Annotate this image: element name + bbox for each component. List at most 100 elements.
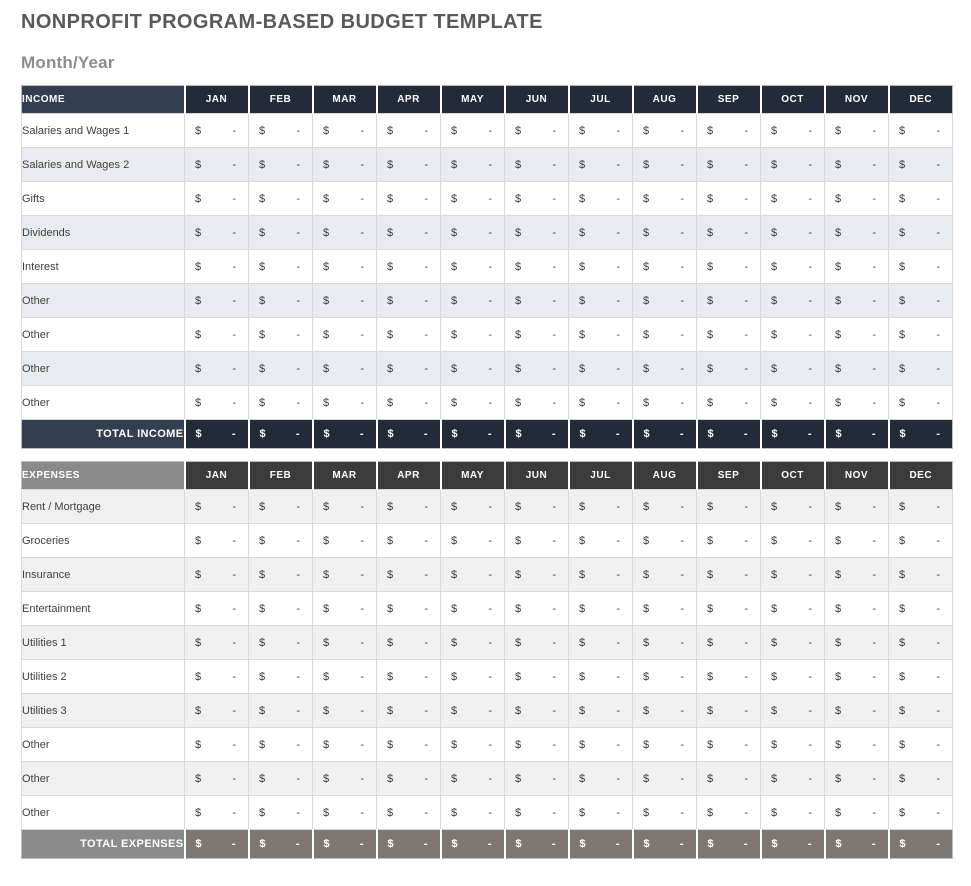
amount-cell[interactable]: $ - xyxy=(440,761,505,796)
amount-cell[interactable]: $ - xyxy=(632,761,697,796)
amount-cell[interactable]: $ - xyxy=(760,557,825,592)
amount-cell[interactable]: $ - xyxy=(888,385,953,420)
amount-cell[interactable]: $ - xyxy=(312,761,377,796)
amount-cell[interactable]: $ - xyxy=(760,761,825,796)
amount-cell[interactable]: $ - xyxy=(632,523,697,558)
amount-cell[interactable]: $ - xyxy=(248,557,313,592)
amount-cell[interactable]: $ - xyxy=(696,351,761,386)
amount-cell[interactable]: $ - xyxy=(696,727,761,762)
amount-cell[interactable]: $ - xyxy=(312,181,377,216)
amount-cell[interactable]: $ - xyxy=(312,523,377,558)
amount-cell[interactable]: $ - xyxy=(696,761,761,796)
amount-cell[interactable]: $ - xyxy=(376,659,441,694)
amount-cell[interactable]: $ - xyxy=(824,181,889,216)
amount-cell[interactable]: $ - xyxy=(632,557,697,592)
row-label-cell[interactable]: Utilities 1 xyxy=(21,625,185,660)
amount-cell[interactable]: $ - xyxy=(376,727,441,762)
amount-cell[interactable]: $ - xyxy=(760,283,825,318)
amount-cell[interactable]: $ - xyxy=(184,385,249,420)
row-label-cell[interactable]: Interest xyxy=(21,249,185,284)
amount-cell[interactable]: $ - xyxy=(632,591,697,626)
amount-cell[interactable]: $ - xyxy=(184,351,249,386)
amount-cell[interactable]: $ - xyxy=(568,557,633,592)
amount-cell[interactable]: $ - xyxy=(440,727,505,762)
amount-cell[interactable]: $ - xyxy=(632,795,697,830)
row-label-cell[interactable]: Other xyxy=(21,761,185,796)
row-label-cell[interactable]: Other xyxy=(21,727,185,762)
amount-cell[interactable]: $ - xyxy=(696,523,761,558)
amount-cell[interactable]: $ - xyxy=(760,113,825,148)
amount-cell[interactable]: $ - xyxy=(504,693,569,728)
amount-cell[interactable]: $ - xyxy=(184,147,249,182)
amount-cell[interactable]: $ - xyxy=(440,113,505,148)
amount-cell[interactable]: $ - xyxy=(376,523,441,558)
amount-cell[interactable]: $ - xyxy=(248,523,313,558)
amount-cell[interactable]: $ - xyxy=(312,659,377,694)
amount-cell[interactable]: $ - xyxy=(824,317,889,352)
amount-cell[interactable]: $ - xyxy=(888,181,953,216)
amount-cell[interactable]: $ - xyxy=(632,385,697,420)
amount-cell[interactable]: $ - xyxy=(504,283,569,318)
amount-cell[interactable]: $ - xyxy=(184,795,249,830)
amount-cell[interactable]: $ - xyxy=(504,385,569,420)
amount-cell[interactable]: $ - xyxy=(568,385,633,420)
amount-cell[interactable]: $ - xyxy=(568,795,633,830)
amount-cell[interactable]: $ - xyxy=(824,215,889,250)
amount-cell[interactable]: $ - xyxy=(696,249,761,284)
amount-cell[interactable]: $ - xyxy=(504,249,569,284)
amount-cell[interactable]: $ - xyxy=(824,283,889,318)
amount-cell[interactable]: $ - xyxy=(248,181,313,216)
amount-cell[interactable]: $ - xyxy=(376,249,441,284)
amount-cell[interactable]: $ - xyxy=(184,659,249,694)
amount-cell[interactable]: $ - xyxy=(568,523,633,558)
amount-cell[interactable]: $ - xyxy=(824,557,889,592)
amount-cell[interactable]: $ - xyxy=(376,625,441,660)
amount-cell[interactable]: $ - xyxy=(696,317,761,352)
amount-cell[interactable]: $ - xyxy=(888,113,953,148)
amount-cell[interactable]: $ - xyxy=(248,693,313,728)
amount-cell[interactable]: $ - xyxy=(632,659,697,694)
amount-cell[interactable]: $ - xyxy=(440,591,505,626)
amount-cell[interactable]: $ - xyxy=(184,317,249,352)
amount-cell[interactable]: $ - xyxy=(248,147,313,182)
row-label-cell[interactable]: Insurance xyxy=(21,557,185,592)
amount-cell[interactable]: $ - xyxy=(248,215,313,250)
amount-cell[interactable]: $ - xyxy=(248,249,313,284)
amount-cell[interactable]: $ - xyxy=(504,181,569,216)
amount-cell[interactable]: $ - xyxy=(376,317,441,352)
amount-cell[interactable]: $ - xyxy=(888,795,953,830)
amount-cell[interactable]: $ - xyxy=(888,489,953,524)
amount-cell[interactable]: $ - xyxy=(440,181,505,216)
row-label-cell[interactable]: Other xyxy=(21,317,185,352)
row-label-cell[interactable]: Salaries and Wages 1 xyxy=(21,113,185,148)
amount-cell[interactable]: $ - xyxy=(504,727,569,762)
row-label-cell[interactable]: Other xyxy=(21,795,185,830)
amount-cell[interactable]: $ - xyxy=(440,249,505,284)
amount-cell[interactable]: $ - xyxy=(440,795,505,830)
row-label-cell[interactable]: Utilities 2 xyxy=(21,659,185,694)
amount-cell[interactable]: $ - xyxy=(696,489,761,524)
amount-cell[interactable]: $ - xyxy=(440,557,505,592)
amount-cell[interactable]: $ - xyxy=(568,659,633,694)
amount-cell[interactable]: $ - xyxy=(504,761,569,796)
amount-cell[interactable]: $ - xyxy=(568,283,633,318)
amount-cell[interactable]: $ - xyxy=(760,591,825,626)
amount-cell[interactable]: $ - xyxy=(824,351,889,386)
amount-cell[interactable]: $ - xyxy=(184,113,249,148)
amount-cell[interactable]: $ - xyxy=(760,215,825,250)
amount-cell[interactable]: $ - xyxy=(824,385,889,420)
amount-cell[interactable]: $ - xyxy=(376,557,441,592)
amount-cell[interactable]: $ - xyxy=(376,215,441,250)
amount-cell[interactable]: $ - xyxy=(568,591,633,626)
amount-cell[interactable]: $ - xyxy=(632,147,697,182)
row-label-cell[interactable]: Gifts xyxy=(21,181,185,216)
amount-cell[interactable]: $ - xyxy=(696,147,761,182)
amount-cell[interactable]: $ - xyxy=(376,693,441,728)
amount-cell[interactable]: $ - xyxy=(440,625,505,660)
amount-cell[interactable]: $ - xyxy=(184,761,249,796)
row-label-cell[interactable]: Entertainment xyxy=(21,591,185,626)
amount-cell[interactable]: $ - xyxy=(504,489,569,524)
amount-cell[interactable]: $ - xyxy=(312,385,377,420)
amount-cell[interactable]: $ - xyxy=(376,113,441,148)
amount-cell[interactable]: $ - xyxy=(504,317,569,352)
